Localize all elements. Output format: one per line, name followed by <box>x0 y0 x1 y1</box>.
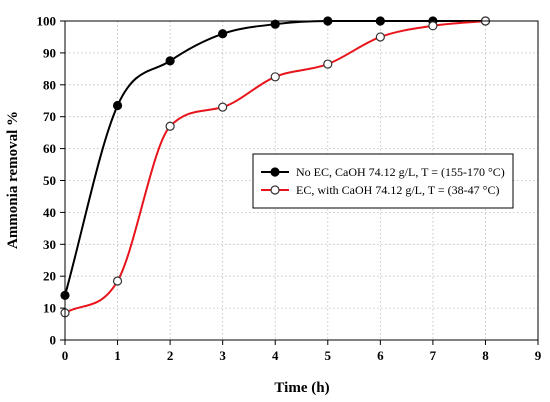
data-point-0 <box>112 100 123 111</box>
y-tick-label: 0 <box>50 333 57 348</box>
x-tick-label: 1 <box>114 348 121 363</box>
legend-box <box>252 153 514 209</box>
x-tick-label: 6 <box>377 348 384 363</box>
legend-marker-ec <box>270 185 280 195</box>
y-axis-title: Ammonia removal % <box>5 111 21 249</box>
x-axis-title: Time (h) <box>274 380 329 396</box>
legend: No EC, CaOH 74.12 g/L, T = (155-170 °C) … <box>252 153 514 209</box>
y-tick-label: 40 <box>43 205 56 220</box>
data-point-0 <box>218 29 228 39</box>
y-tick-label: 50 <box>43 173 56 188</box>
data-point-1 <box>428 21 438 31</box>
x-tick-label: 8 <box>482 348 489 363</box>
data-point-0 <box>270 19 280 29</box>
y-tick-label: 20 <box>43 269 56 284</box>
y-tick-label: 30 <box>43 237 56 252</box>
x-tick-label: 9 <box>535 348 542 363</box>
data-point-1 <box>218 102 228 112</box>
data-point-0 <box>165 56 175 66</box>
x-tick-label: 3 <box>219 348 226 363</box>
x-tick-label: 0 <box>62 348 69 363</box>
y-tick-label: 90 <box>43 45 56 60</box>
legend-label-no-ec: No EC, CaOH 74.12 g/L, T = (155-170 °C) <box>296 165 505 179</box>
x-tick-label: 4 <box>272 348 279 363</box>
y-tick-label: 60 <box>43 141 56 156</box>
y-tick-label: 70 <box>43 109 56 124</box>
legend-label-ec: EC, with CaOH 74.12 g/L, T = (38-47 °C) <box>296 183 499 197</box>
data-point-1 <box>375 32 385 42</box>
data-point-1 <box>165 121 175 131</box>
x-tick-label: 2 <box>167 348 174 363</box>
series-line-1 <box>64 20 486 314</box>
data-point-1 <box>112 276 123 286</box>
legend-marker-no-ec <box>270 167 280 177</box>
x-tick-label: 7 <box>430 348 437 363</box>
y-tick-label: 100 <box>37 14 57 29</box>
data-point-1 <box>323 59 333 69</box>
data-point-1 <box>270 72 280 82</box>
y-tick-label: 10 <box>43 301 56 316</box>
x-tick-label: 5 <box>325 348 332 363</box>
y-tick-label: 80 <box>43 77 56 92</box>
